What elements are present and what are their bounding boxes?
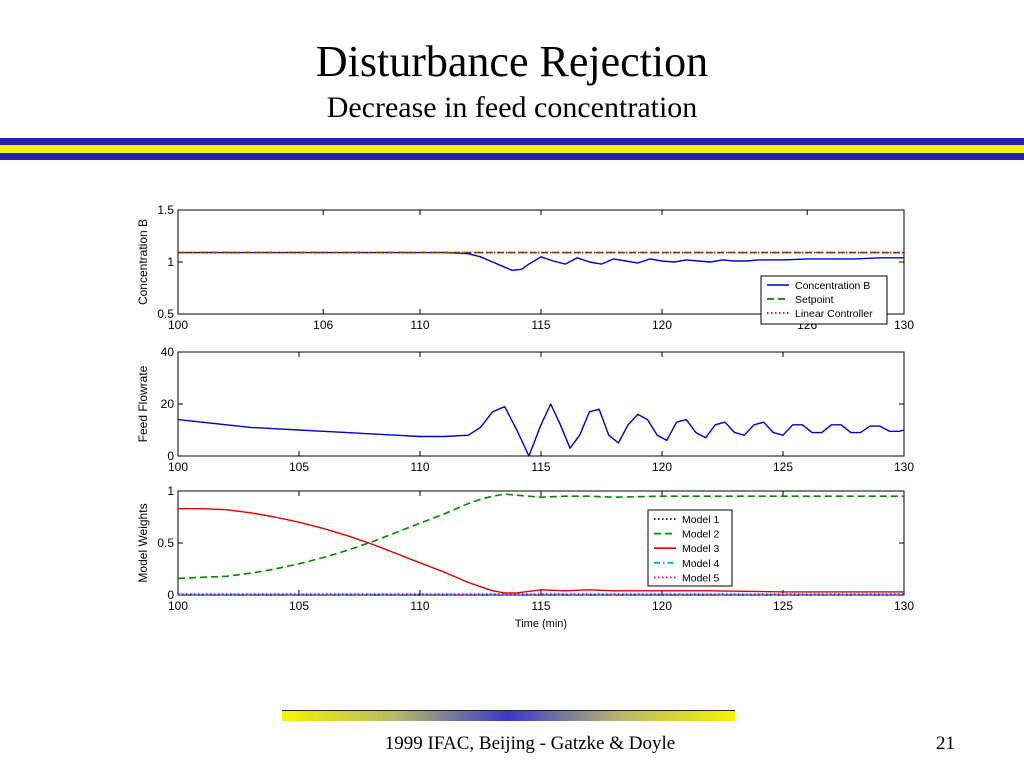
y-tick-label: 0.5 bbox=[157, 307, 174, 321]
y-tick-label: 20 bbox=[161, 397, 175, 411]
header-stripe-blue-bottom bbox=[0, 153, 1024, 160]
footer-text: 1999 IFAC, Beijing - Gatzke & Doyle bbox=[384, 733, 676, 754]
series-group bbox=[178, 493, 904, 596]
x-tick-label: 105 bbox=[289, 460, 309, 474]
y-axis-label: Concentration B bbox=[136, 219, 150, 305]
x-tick-label: 130 bbox=[894, 599, 914, 613]
x-tick-label: 120 bbox=[652, 318, 672, 332]
series-line-1 bbox=[178, 403, 904, 457]
y-axis-label: Model Weights bbox=[136, 503, 150, 582]
legend-label: Setpoint bbox=[795, 294, 834, 306]
x-tick-label: 115 bbox=[531, 318, 550, 332]
plot-frame bbox=[177, 490, 905, 596]
slide-title: Disturbance Rejection bbox=[315, 37, 709, 86]
x-tick-label: 130 bbox=[894, 460, 914, 474]
legend-label: Model 1 bbox=[682, 514, 720, 526]
page-number: 21 bbox=[936, 733, 955, 754]
header-stripe-blue-top bbox=[0, 138, 1024, 145]
series-group bbox=[178, 251, 904, 271]
series-line-2 bbox=[178, 493, 904, 580]
legend-box bbox=[760, 275, 888, 325]
x-tick-label: 120 bbox=[652, 460, 672, 474]
footer-divider bbox=[282, 710, 735, 711]
y-axis-label: Feed Flowrate bbox=[136, 365, 150, 442]
x-tick-label: 120 bbox=[652, 599, 672, 613]
charts-figure: 100 106 110 115 120 126 1300.511.5Concentratio… bbox=[136, 203, 914, 630]
plot-frame bbox=[177, 351, 905, 457]
x-tick-label: 106 bbox=[313, 318, 333, 332]
x-tick-label: 100 bbox=[168, 460, 188, 474]
x-tick-label: 125 bbox=[773, 460, 793, 474]
y-tick-label: 1 bbox=[167, 255, 174, 269]
x-tick-label: 110 bbox=[410, 460, 429, 474]
legend-label: Concentration B bbox=[795, 280, 870, 292]
y-tick-label: 1 bbox=[167, 484, 174, 498]
x-tick-label: 110 bbox=[410, 599, 429, 613]
legend-label: Model 2 bbox=[682, 529, 720, 541]
header-stripe-yellow bbox=[0, 145, 1024, 153]
y-tick-label: 1.5 bbox=[157, 203, 174, 217]
x-tick-label: 100 bbox=[168, 318, 188, 332]
slide-subtitle: Decrease in feed concentration bbox=[326, 91, 698, 124]
legend-label: Model 4 bbox=[682, 558, 720, 570]
x-tick-label: 100 bbox=[168, 599, 188, 613]
series-line-1 bbox=[178, 251, 904, 271]
series-line-3 bbox=[178, 508, 904, 594]
series-group bbox=[178, 403, 904, 457]
y-tick-label: 40 bbox=[161, 345, 175, 359]
legend: Concentration B Setpoint Linear Controller bbox=[760, 275, 888, 325]
x-axis-label: Time (min) bbox=[515, 618, 567, 630]
x-tick-label: 130 bbox=[894, 318, 914, 332]
x-tick-label: 125 bbox=[773, 599, 793, 613]
x-tick-label: 110 bbox=[410, 318, 429, 332]
legend-label: Model 5 bbox=[682, 572, 720, 584]
chart-1: 100 106 110 115 120 126 1300.511.5Concentratio… bbox=[136, 203, 914, 332]
y-tick-label: 0 bbox=[167, 588, 174, 602]
legend-label: Model 3 bbox=[682, 543, 720, 555]
legend: Model 1 Model 2 Model 3 Model 4 Model 5 bbox=[647, 509, 733, 587]
y-tick-label: 0.5 bbox=[157, 536, 174, 550]
chart-2: 100 105 110 115 120 125 130 0 20 40 Feed Flowrate bbox=[136, 345, 914, 474]
y-tick-label: 0 bbox=[167, 449, 174, 463]
chart-3: 100 105 110 115 120 125 130 0 0.5 1 Model Weights T… bbox=[136, 484, 914, 630]
x-tick-label: 105 bbox=[289, 599, 309, 613]
x-tick-label: 115 bbox=[531, 599, 550, 613]
legend-label: Linear Controller bbox=[795, 308, 873, 320]
x-tick-label: 115 bbox=[531, 460, 550, 474]
footer-gradient-bar bbox=[282, 710, 735, 721]
